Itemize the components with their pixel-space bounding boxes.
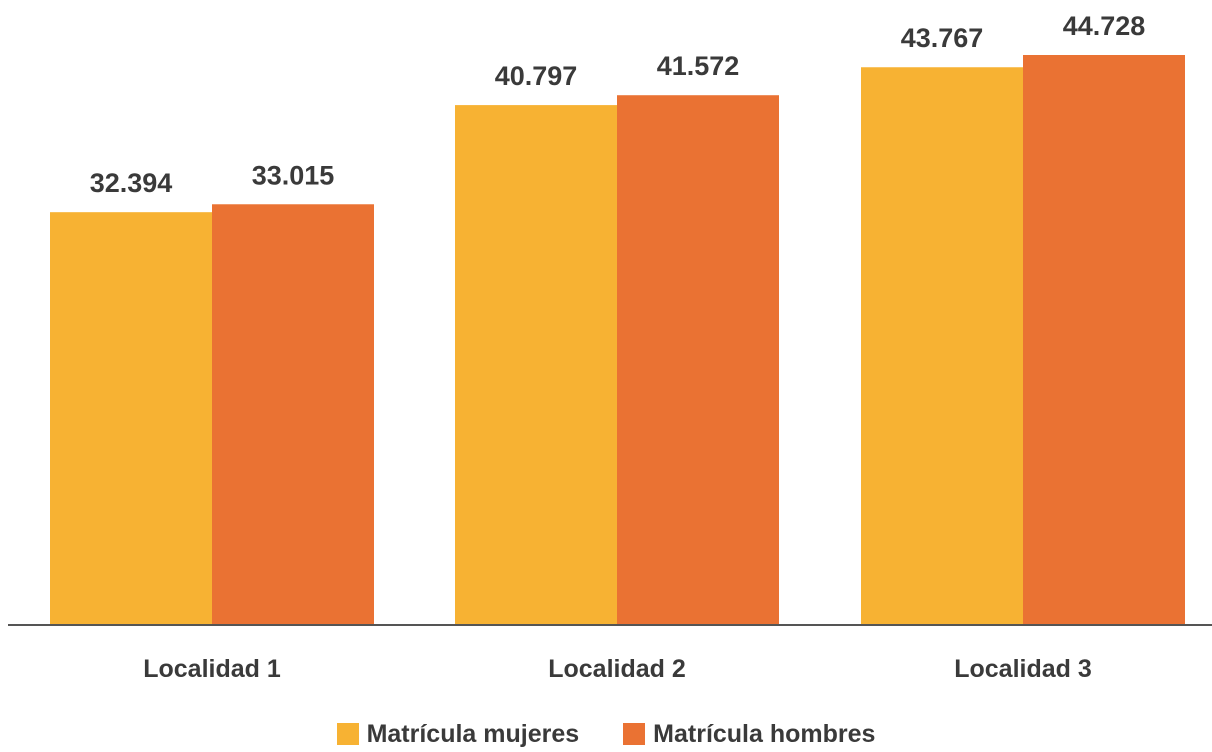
- legend-label-hombres: Matrícula hombres: [653, 719, 876, 748]
- legend-item-hombres: Matrícula hombres: [623, 720, 875, 749]
- value-label-hombres-1: 33.015: [252, 160, 335, 190]
- bar-hombres-3: [1023, 55, 1185, 625]
- bar-mujeres-1: [50, 212, 212, 626]
- category-labels-layer: Localidad 1 Localidad 2 Localidad 3: [143, 655, 1092, 683]
- category-label-3: Localidad 3: [954, 655, 1092, 683]
- value-label-hombres-2: 41.572: [657, 51, 740, 81]
- legend-swatch-hombres: [623, 723, 646, 745]
- legend-label-mujeres: Matrícula mujeres: [366, 719, 580, 748]
- value-labels-layer: 32.394 33.015 40.797 41.572 43.767 44.728: [90, 11, 1146, 198]
- value-label-mujeres-3: 43.767: [901, 23, 984, 53]
- category-label-2: Localidad 2: [548, 655, 686, 683]
- bar-mujeres-3: [861, 67, 1023, 625]
- legend-item-mujeres: Matrícula mujeres: [336, 719, 580, 749]
- bar-hombres-2: [617, 95, 779, 625]
- legend-swatch-mujeres: [336, 723, 359, 745]
- category-label-1: Localidad 1: [143, 655, 281, 683]
- value-label-mujeres-1: 32.394: [90, 168, 173, 198]
- legend: Matrícula mujeres Matrícula hombres: [0, 716, 1212, 752]
- bar-mujeres-2: [455, 105, 617, 626]
- bars-layer: [50, 55, 1185, 626]
- value-label-hombres-3: 44.728: [1063, 11, 1146, 41]
- bar-hombres-1: [212, 204, 374, 625]
- value-label-mujeres-2: 40.797: [495, 61, 578, 91]
